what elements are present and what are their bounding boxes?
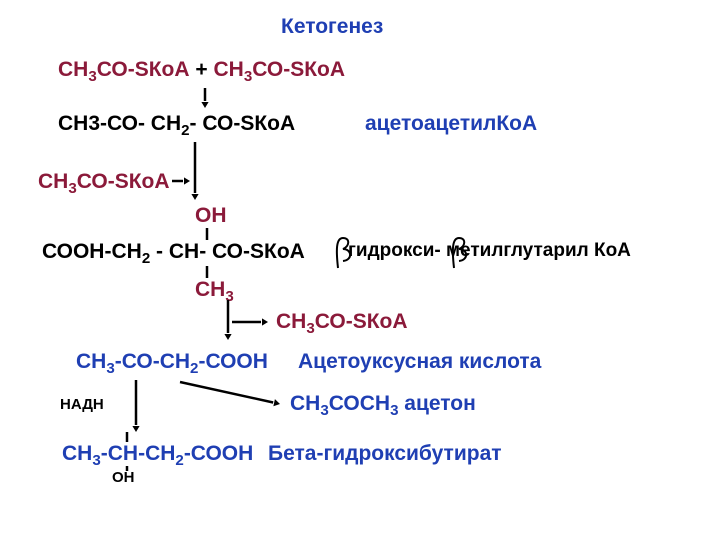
acetyl-coa-in: СН3СО-SКоА (38, 170, 170, 197)
beta-hydroxybutyrate: СН3-СН-СН2-СООН (62, 442, 253, 469)
acetoacetate-label: Ацетоуксусная кислота (298, 350, 541, 374)
acetoacetate: СН3-СО-СН2-СООН (76, 350, 268, 377)
hmg-coa: СООН-СН2 - СН- СО-SКоА (42, 240, 305, 267)
arrow-2 (189, 136, 201, 206)
beta-glyph (450, 236, 472, 270)
oh-2: ОН (112, 469, 135, 486)
hmg-coa-label: гидрокси- метилглутарил КоА (348, 240, 631, 262)
arrow-in (166, 175, 196, 187)
arrow-5 (174, 376, 286, 410)
acetoacetyl-coa-label: ацетоацетилКоА (365, 112, 537, 136)
arrow-4 (130, 374, 142, 438)
arrow-1 (199, 82, 211, 114)
acetone: СН3СОСН3 ацетон (290, 392, 476, 419)
acetyl-coa-out: СН3СО-SКоА (276, 310, 408, 337)
oh-1: ОН (195, 204, 227, 228)
title: Кетогенез (281, 15, 383, 39)
acetoacetyl-coa: СН3-СО- СН2- СО-SКоА (58, 112, 295, 139)
nadh: НАДН (60, 396, 104, 413)
bhb-label: Бета-гидроксибутират (268, 442, 502, 466)
arrow-out (226, 316, 274, 328)
beta-glyph (334, 236, 356, 270)
